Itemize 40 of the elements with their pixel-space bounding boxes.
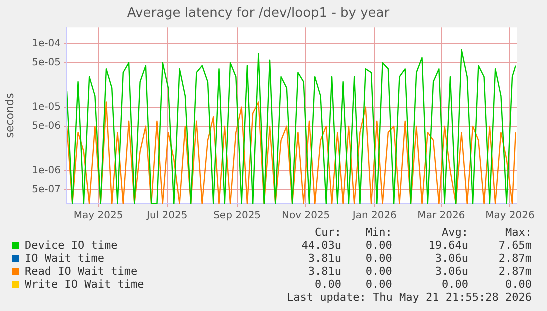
x-tick-label: Jan 2026 [352, 210, 397, 222]
y-tick-label: 1e-05 [32, 102, 61, 113]
text: 2.87m [498, 265, 532, 278]
text: 3.06u [434, 265, 468, 278]
y-axis-title: seconds [3, 93, 16, 138]
text: Avg: [441, 226, 468, 239]
text: 3.81u [307, 265, 342, 278]
x-tick-label: Jul 2025 [146, 210, 188, 222]
text: 3.06u [434, 252, 468, 265]
text: 44.03u [300, 239, 342, 252]
chart-title: Average latency for /dev/loop1 - by year [127, 6, 390, 22]
legend-label: IO Wait time [24, 252, 106, 265]
text: 2.87m [498, 252, 532, 265]
legend-label: Read IO Wait time [24, 265, 139, 278]
x-tick-label: Mar 2026 [418, 210, 466, 222]
y-tick-label: 5e-05 [32, 58, 61, 69]
x-tick-label: May 2025 [74, 210, 124, 222]
y-tick-label: 5e-06 [32, 121, 61, 132]
text: 0.00 [364, 252, 392, 265]
x-tick-label: May 2026 [486, 210, 535, 222]
text: Last update: Thu May 21 21:55:28 2026 [286, 291, 532, 304]
x-tick-label: Sep 2025 [214, 210, 262, 222]
x-tick-label: Nov 2025 [282, 210, 330, 222]
text: 0.00 [504, 278, 532, 291]
text: 0.00 [364, 278, 392, 291]
text: 7.65m [498, 239, 532, 252]
text: 19.64u [428, 239, 468, 252]
y-tick-label: 5e-07 [32, 184, 61, 196]
text: 0.00 [364, 265, 392, 278]
text: Max: [504, 226, 532, 239]
y-tick-label: 1e-04 [32, 38, 61, 50]
legend-label: Device IO time [24, 239, 119, 252]
text: 0.00 [441, 278, 468, 291]
text: 0.00 [364, 239, 392, 252]
legend-label: Write IO Wait time [24, 278, 146, 291]
y-tick-label: 1e-06 [32, 165, 61, 176]
text: Min: [364, 226, 392, 239]
text: 0.00 [314, 278, 342, 291]
text: 3.81u [307, 252, 342, 265]
text: Cur: [314, 226, 342, 239]
